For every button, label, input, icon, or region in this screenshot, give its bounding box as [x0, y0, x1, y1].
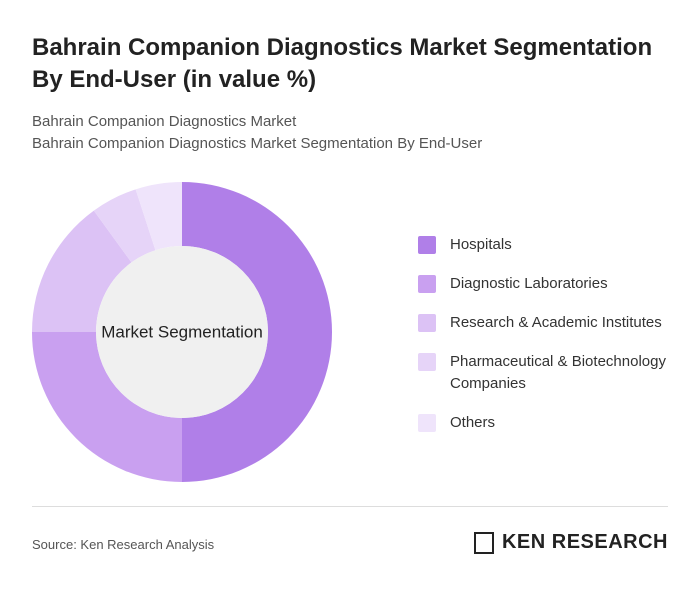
source: Source: Ken Research Analysis [32, 537, 215, 552]
divider [32, 506, 668, 507]
legend-swatch [418, 314, 436, 332]
legend-swatch [418, 353, 436, 371]
donut-chart: Market Segmentation [32, 182, 332, 482]
legend-swatch [418, 275, 436, 293]
donut-slice [135, 182, 182, 251]
legend-label: Diagnostic Laboratories [450, 275, 608, 292]
legend-label: Pharmaceutical & Biotechnology Companies [450, 353, 666, 392]
donut-slice [182, 182, 332, 482]
subtitle: Bahrain Companion Diagnostics Market Seg… [32, 135, 483, 152]
legend-item: Pharmaceutical & Biotechnology Companies [418, 351, 678, 395]
legend-swatch [418, 236, 436, 254]
legend-item: Others [418, 412, 678, 434]
donut-slice [32, 210, 132, 332]
center-label: Market Segmentation [101, 322, 263, 341]
legend-swatch [418, 414, 436, 432]
legend-item: Hospitals [418, 234, 678, 256]
logo-text: KEN RESEARCH [501, 531, 668, 553]
logo: KEN RESEARCH [473, 531, 668, 554]
legend-item: Research & Academic Institutes [418, 312, 678, 334]
legend: Hospitals Diagnostic Laboratories Research… [418, 234, 678, 451]
legend-label: Research & Academic Institutes [450, 314, 662, 331]
logo-mark [473, 531, 494, 554]
legend-item: Diagnostic Laboratories [418, 273, 678, 295]
donut-slice [93, 189, 156, 263]
legend-label: Hospitals [450, 236, 512, 253]
chart-title: Bahrain Companion Diagnostics Market Seg… [32, 34, 653, 93]
donut-center [96, 246, 268, 418]
legend-label: Others [450, 414, 496, 431]
subtitle: Bahrain Companion Diagnostics Market [32, 113, 297, 130]
donut-slice [32, 332, 182, 482]
